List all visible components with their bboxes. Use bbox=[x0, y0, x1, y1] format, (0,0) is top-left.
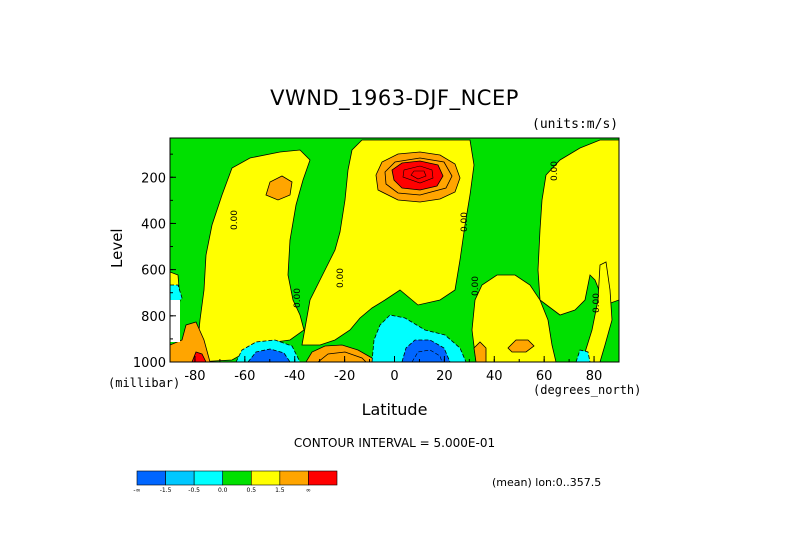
strong-positive-region bbox=[473, 341, 487, 362]
max-region bbox=[191, 351, 207, 362]
y-tick-label: 800 bbox=[141, 310, 166, 325]
contour-label: 0.00 bbox=[471, 276, 481, 296]
x-tick-label: -80 bbox=[184, 369, 205, 384]
legend-swatch bbox=[165, 470, 195, 486]
mean-label: (mean) lon:0..357.5 bbox=[492, 476, 602, 489]
x-axis-ticks: -80 -60 -40 -20 0 20 40 60 80 bbox=[169, 356, 620, 384]
x-tick-label: 20 bbox=[436, 369, 453, 384]
negative-region bbox=[575, 349, 591, 362]
y-axis-unit: (millibar) bbox=[108, 376, 181, 390]
legend-label: -1.5 bbox=[160, 487, 172, 494]
contour-label: 0.00 bbox=[230, 210, 240, 230]
positive-region bbox=[471, 274, 557, 362]
positive-region bbox=[581, 261, 613, 362]
x-tick-label: 40 bbox=[486, 369, 503, 384]
positive-region bbox=[537, 139, 619, 316]
max-region bbox=[410, 170, 427, 180]
strong-positive-region bbox=[317, 351, 367, 362]
units-label: (units:m/s) bbox=[532, 117, 619, 132]
legend-swatch bbox=[308, 470, 338, 486]
contour-interval: CONTOUR INTERVAL = 5.000E-01 bbox=[293, 436, 496, 450]
negative-region bbox=[411, 349, 443, 362]
y-tick-label: 600 bbox=[141, 264, 166, 279]
y-tick-label: 1000 bbox=[133, 356, 166, 371]
strong-negative-region bbox=[247, 348, 291, 362]
contour-label: 0.00 bbox=[592, 293, 602, 313]
strong-negative-region bbox=[401, 339, 451, 362]
legend-label: ∞ bbox=[306, 487, 311, 494]
legend-swatch bbox=[222, 470, 252, 486]
y-axis-ticks: 200 400 600 800 1000 bbox=[133, 153, 176, 371]
legend-label: 1.5 bbox=[275, 487, 285, 494]
x-axis-unit: (degrees_north) bbox=[533, 383, 642, 397]
contour-label: 0.00 bbox=[293, 288, 303, 308]
x-tick-label: -40 bbox=[284, 369, 305, 384]
legend-label: 0.5 bbox=[247, 487, 257, 494]
strong-positive-region bbox=[170, 321, 211, 362]
strong-positive-region bbox=[265, 175, 293, 201]
contour-label: 0.00 bbox=[460, 212, 470, 232]
legend-label: -0.5 bbox=[188, 487, 200, 494]
max-region bbox=[391, 160, 444, 191]
legend-label: 0.0 bbox=[218, 487, 228, 494]
x-tick-label: 80 bbox=[586, 369, 603, 384]
legend-swatch bbox=[279, 470, 309, 486]
x-tick-label: 60 bbox=[536, 369, 553, 384]
y-tick-label: 200 bbox=[141, 171, 166, 186]
legend-swatch bbox=[136, 470, 166, 486]
x-tick-label: -60 bbox=[234, 369, 255, 384]
x-tick-label: 0 bbox=[390, 369, 398, 384]
x-axis-label: Latitude bbox=[361, 400, 428, 419]
color-legend: -∞ -1.5 -0.5 0.0 0.5 1.5 ∞ bbox=[133, 470, 338, 494]
strong-positive-region bbox=[507, 339, 535, 353]
contour-labels: 0.00 0.00 0.00 0.00 0.00 0.00 0.00 bbox=[230, 161, 602, 313]
chart-title: VWND_1963-DJF_NCEP bbox=[270, 86, 519, 110]
legend-label: -∞ bbox=[133, 487, 140, 494]
positive-region bbox=[195, 149, 311, 362]
contour-label: 0.00 bbox=[550, 161, 560, 181]
contour-field bbox=[170, 138, 619, 362]
legend-swatch bbox=[250, 470, 281, 486]
contour-label: 0.00 bbox=[336, 268, 346, 288]
legend-swatch bbox=[193, 470, 224, 486]
missing-data bbox=[170, 300, 180, 342]
y-tick-label: 400 bbox=[141, 217, 166, 232]
strong-positive-region bbox=[384, 157, 453, 196]
max-region bbox=[402, 165, 434, 184]
x-tick-label: -20 bbox=[334, 369, 355, 384]
